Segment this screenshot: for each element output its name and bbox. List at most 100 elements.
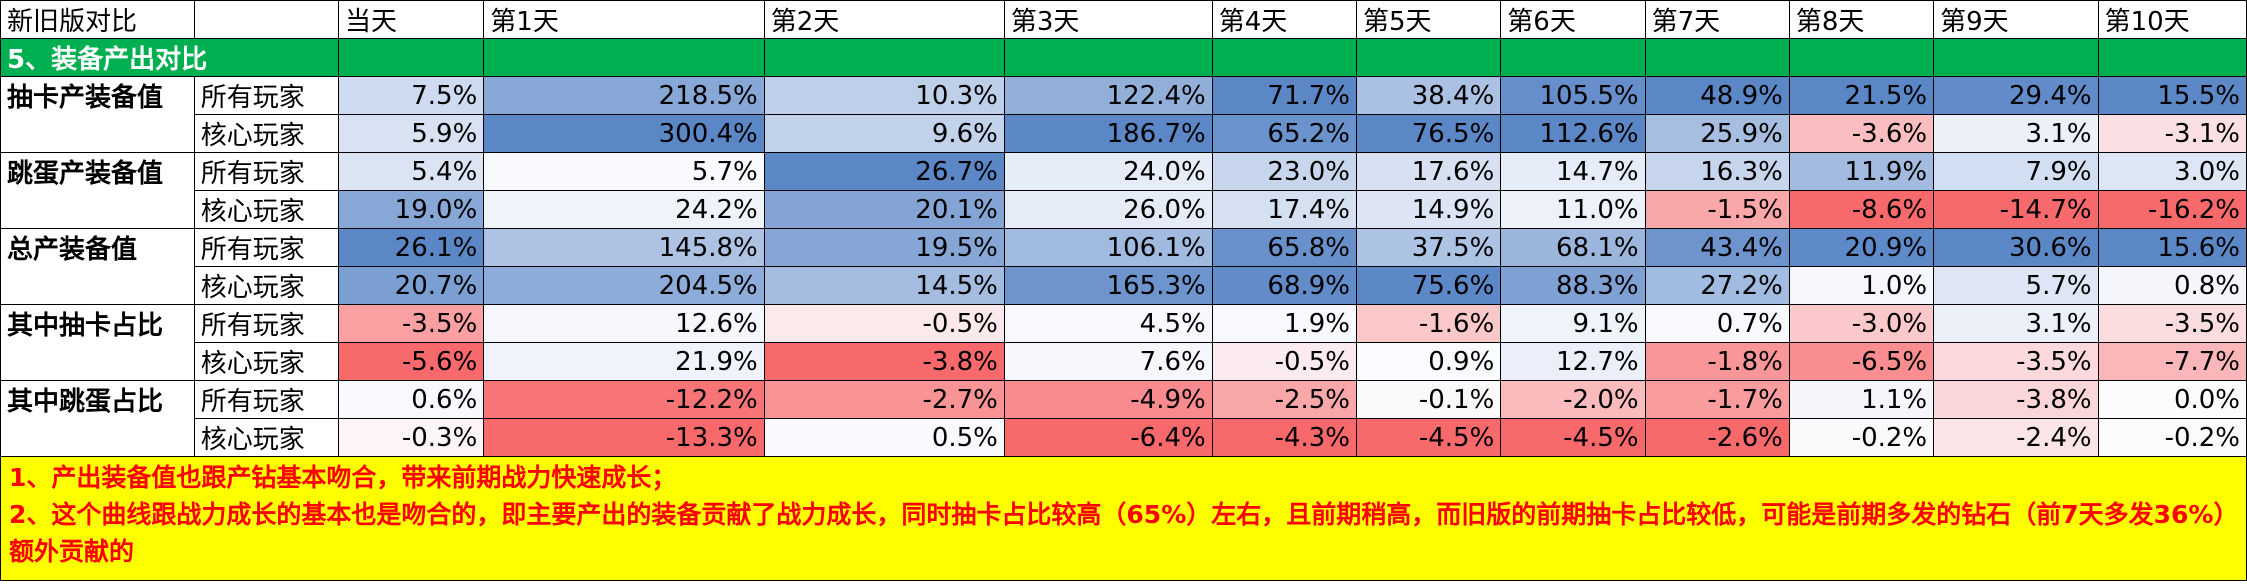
value-cell[interactable]: 14.9% bbox=[1356, 190, 1502, 229]
value-cell[interactable]: 0.0% bbox=[2097, 380, 2247, 419]
value-cell[interactable]: 11.0% bbox=[1500, 190, 1646, 229]
value-cell[interactable]: 122.4% bbox=[1003, 76, 1213, 115]
player-cell[interactable]: 所有玩家 bbox=[193, 76, 340, 115]
value-cell[interactable]: -13.3% bbox=[483, 418, 765, 457]
header-day-8[interactable]: 第8天 bbox=[1788, 0, 1935, 39]
value-cell[interactable]: 19.5% bbox=[763, 228, 1005, 267]
value-cell[interactable]: -1.8% bbox=[1644, 342, 1790, 381]
header-day-4[interactable]: 第4天 bbox=[1211, 0, 1358, 39]
value-cell[interactable]: 76.5% bbox=[1356, 114, 1502, 153]
section-cell[interactable] bbox=[1356, 38, 1502, 77]
value-cell[interactable]: 68.9% bbox=[1211, 266, 1358, 305]
value-cell[interactable]: 0.9% bbox=[1356, 342, 1502, 381]
value-cell[interactable]: -6.5% bbox=[1788, 342, 1935, 381]
value-cell[interactable]: 15.6% bbox=[2097, 228, 2247, 267]
value-cell[interactable]: -1.7% bbox=[1644, 380, 1790, 419]
value-cell[interactable]: 14.7% bbox=[1500, 152, 1646, 191]
value-cell[interactable]: 65.2% bbox=[1211, 114, 1358, 153]
value-cell[interactable]: -0.2% bbox=[2097, 418, 2247, 457]
value-cell[interactable]: 3.1% bbox=[1933, 304, 2099, 343]
value-cell[interactable]: 165.3% bbox=[1003, 266, 1213, 305]
value-cell[interactable]: 9.6% bbox=[763, 114, 1005, 153]
player-cell[interactable]: 核心玩家 bbox=[193, 342, 340, 381]
value-cell[interactable]: 43.4% bbox=[1644, 228, 1790, 267]
player-cell[interactable]: 所有玩家 bbox=[193, 228, 340, 267]
value-cell[interactable]: 3.1% bbox=[1933, 114, 2099, 153]
value-cell[interactable]: -3.5% bbox=[2097, 304, 2247, 343]
section-cell[interactable] bbox=[1644, 38, 1790, 77]
value-cell[interactable]: 204.5% bbox=[483, 266, 765, 305]
value-cell[interactable]: 48.9% bbox=[1644, 76, 1790, 115]
player-cell[interactable]: 核心玩家 bbox=[193, 190, 340, 229]
value-cell[interactable]: 25.9% bbox=[1644, 114, 1790, 153]
metric-cell[interactable]: 其中跳蛋占比 bbox=[0, 380, 195, 419]
value-cell[interactable]: 21.5% bbox=[1788, 76, 1935, 115]
value-cell[interactable]: -14.7% bbox=[1933, 190, 2099, 229]
value-cell[interactable]: 5.9% bbox=[337, 114, 485, 153]
value-cell[interactable]: 30.6% bbox=[1933, 228, 2099, 267]
value-cell[interactable]: -0.3% bbox=[337, 418, 485, 457]
value-cell[interactable]: 65.8% bbox=[1211, 228, 1358, 267]
value-cell[interactable]: -3.8% bbox=[1933, 380, 2099, 419]
value-cell[interactable]: 17.4% bbox=[1211, 190, 1358, 229]
value-cell[interactable]: 1.9% bbox=[1211, 304, 1358, 343]
value-cell[interactable]: -3.0% bbox=[1788, 304, 1935, 343]
value-cell[interactable]: 0.5% bbox=[763, 418, 1005, 457]
header-blank-cell[interactable] bbox=[193, 0, 340, 39]
value-cell[interactable]: 71.7% bbox=[1211, 76, 1358, 115]
player-cell[interactable]: 所有玩家 bbox=[193, 380, 340, 419]
value-cell[interactable]: 5.7% bbox=[483, 152, 765, 191]
value-cell[interactable]: 106.1% bbox=[1003, 228, 1213, 267]
section-cell[interactable] bbox=[2097, 38, 2247, 77]
player-cell[interactable]: 核心玩家 bbox=[193, 114, 340, 153]
value-cell[interactable]: 14.5% bbox=[763, 266, 1005, 305]
value-cell[interactable]: 105.5% bbox=[1500, 76, 1646, 115]
section-cell[interactable] bbox=[1211, 38, 1358, 77]
value-cell[interactable]: 37.5% bbox=[1356, 228, 1502, 267]
value-cell[interactable]: -3.8% bbox=[763, 342, 1005, 381]
player-cell[interactable]: 核心玩家 bbox=[193, 418, 340, 457]
value-cell[interactable]: 12.7% bbox=[1500, 342, 1646, 381]
player-cell[interactable]: 所有玩家 bbox=[193, 152, 340, 191]
metric-cell[interactable]: 总产装备值 bbox=[0, 228, 195, 267]
value-cell[interactable]: 29.4% bbox=[1933, 76, 2099, 115]
value-cell[interactable]: 3.0% bbox=[2097, 152, 2247, 191]
header-day-1[interactable]: 第1天 bbox=[483, 0, 765, 39]
value-cell[interactable]: 17.6% bbox=[1356, 152, 1502, 191]
value-cell[interactable]: -6.4% bbox=[1003, 418, 1213, 457]
metric-cell[interactable]: 跳蛋产装备值 bbox=[0, 152, 195, 191]
metric-cell[interactable] bbox=[0, 418, 195, 457]
value-cell[interactable]: 26.1% bbox=[337, 228, 485, 267]
value-cell[interactable]: 1.1% bbox=[1788, 380, 1935, 419]
value-cell[interactable]: 218.5% bbox=[483, 76, 765, 115]
value-cell[interactable]: -3.6% bbox=[1788, 114, 1935, 153]
value-cell[interactable]: 4.5% bbox=[1003, 304, 1213, 343]
metric-cell[interactable]: 抽卡产装备值 bbox=[0, 76, 195, 115]
value-cell[interactable]: -4.9% bbox=[1003, 380, 1213, 419]
value-cell[interactable]: 19.0% bbox=[337, 190, 485, 229]
value-cell[interactable]: 68.1% bbox=[1500, 228, 1646, 267]
value-cell[interactable]: 88.3% bbox=[1500, 266, 1646, 305]
value-cell[interactable]: -12.2% bbox=[483, 380, 765, 419]
value-cell[interactable]: 0.6% bbox=[337, 380, 485, 419]
value-cell[interactable]: 0.8% bbox=[2097, 266, 2247, 305]
metric-cell[interactable] bbox=[0, 190, 195, 229]
value-cell[interactable]: 11.9% bbox=[1788, 152, 1935, 191]
table-title[interactable]: 新旧版对比 bbox=[0, 0, 195, 39]
section-cell[interactable] bbox=[1500, 38, 1646, 77]
section-cell[interactable] bbox=[763, 38, 1005, 77]
value-cell[interactable]: 186.7% bbox=[1003, 114, 1213, 153]
header-day-2[interactable]: 第2天 bbox=[763, 0, 1005, 39]
value-cell[interactable]: -1.5% bbox=[1644, 190, 1790, 229]
value-cell[interactable]: 24.0% bbox=[1003, 152, 1213, 191]
value-cell[interactable]: -3.5% bbox=[1933, 342, 2099, 381]
header-day-9[interactable]: 第9天 bbox=[1933, 0, 2099, 39]
value-cell[interactable]: -0.5% bbox=[1211, 342, 1358, 381]
value-cell[interactable]: 9.1% bbox=[1500, 304, 1646, 343]
header-day-7[interactable]: 第7天 bbox=[1644, 0, 1790, 39]
value-cell[interactable]: 20.1% bbox=[763, 190, 1005, 229]
value-cell[interactable]: -2.6% bbox=[1644, 418, 1790, 457]
value-cell[interactable]: -1.6% bbox=[1356, 304, 1502, 343]
value-cell[interactable]: 12.6% bbox=[483, 304, 765, 343]
value-cell[interactable]: 1.0% bbox=[1788, 266, 1935, 305]
